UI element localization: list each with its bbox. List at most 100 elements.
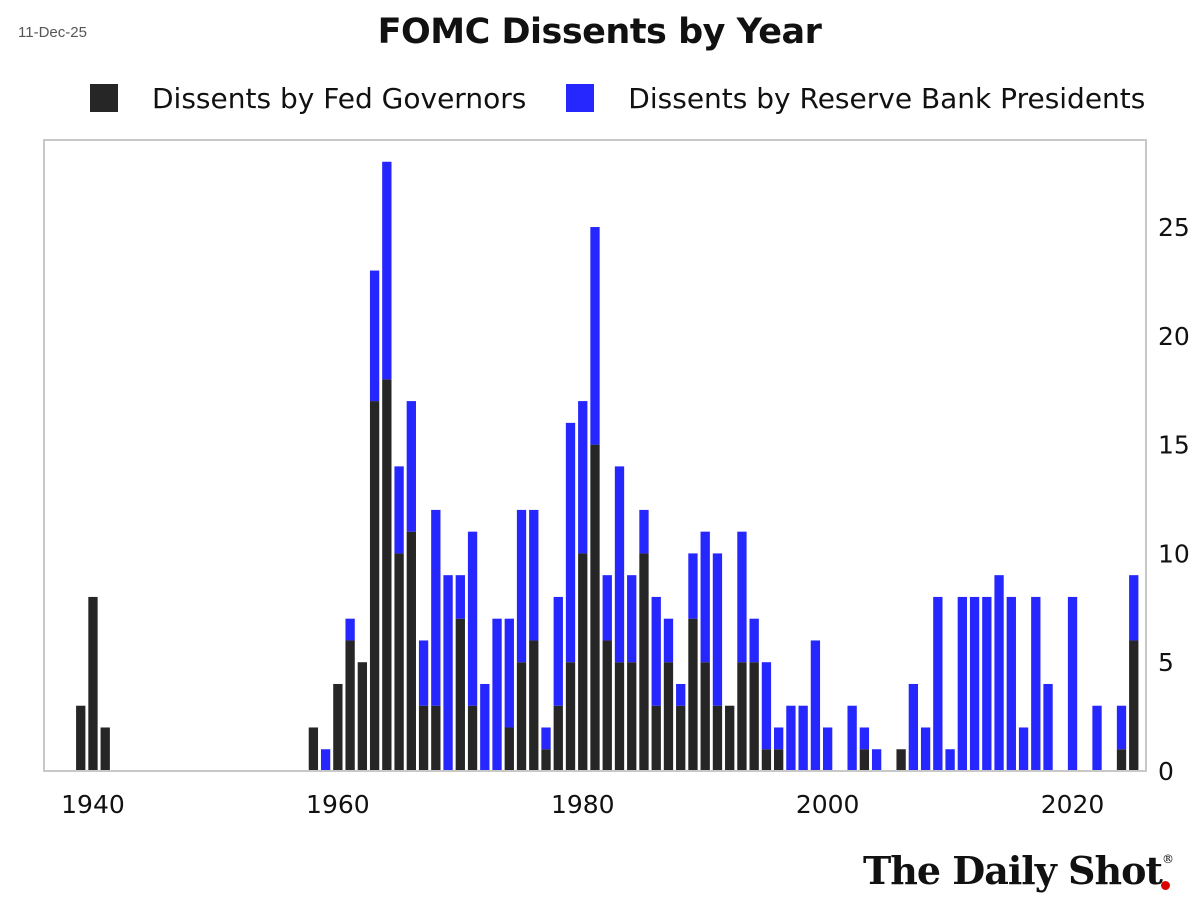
bar-governors-1993 <box>737 662 747 771</box>
bar-presidents-1963 <box>369 270 380 402</box>
x-tick-label-1980: 1980 <box>551 790 615 819</box>
bar-presidents-2000 <box>822 727 833 771</box>
bar-presidents-2007 <box>908 683 919 771</box>
bar-presidents-1999 <box>810 640 821 771</box>
bar-presidents-1983 <box>614 466 625 663</box>
bar-governors-1980 <box>578 553 588 771</box>
bar-governors-1987 <box>663 662 674 771</box>
bar-presidents-1995 <box>761 662 772 750</box>
bar-presidents-2011 <box>957 596 967 771</box>
bar-presidents-2008 <box>920 727 931 771</box>
x-tick-label-1960: 1960 <box>306 790 370 819</box>
bar-governors-1966 <box>406 531 416 771</box>
bar-presidents-2024 <box>1116 705 1127 750</box>
bar-governors-1974 <box>504 727 514 771</box>
bar-presidents-2025 <box>1129 575 1139 641</box>
bar-presidents-1989 <box>688 553 698 619</box>
bar-presidents-1970 <box>455 575 465 619</box>
bar-presidents-2022 <box>1092 705 1102 771</box>
bar-presidents-2010 <box>945 749 955 771</box>
x-tick-label-2020: 2020 <box>1041 790 1105 819</box>
bar-presidents-2012 <box>969 596 980 771</box>
bar-presidents-2002 <box>847 705 857 771</box>
bar-governors-1982 <box>602 640 612 771</box>
bar-presidents-1966 <box>406 401 416 532</box>
bar-presidents-1969 <box>443 575 453 771</box>
bar-governors-1964 <box>382 379 392 771</box>
bar-governors-1977 <box>541 749 551 771</box>
legend-swatch-governors <box>90 84 118 112</box>
x-tick-label-2000: 2000 <box>796 790 860 819</box>
legend: Dissents by Fed Governors Dissents by Re… <box>90 78 1185 118</box>
bar-presidents-1997 <box>786 705 796 771</box>
bar-presidents-1991 <box>712 553 723 706</box>
bar-governors-1939 <box>76 705 86 771</box>
bar-presidents-1968 <box>431 509 441 706</box>
bar-governors-2025 <box>1129 640 1139 771</box>
bar-governors-1981 <box>590 444 600 771</box>
bar-presidents-1973 <box>492 618 502 771</box>
bar-presidents-1988 <box>676 683 686 706</box>
legend-item-governors[interactable]: Dissents by Fed Governors <box>90 82 526 115</box>
bar-presidents-2020 <box>1067 596 1078 771</box>
bar-governors-1963 <box>369 401 380 771</box>
logo-text: The Daily Shot <box>862 848 1163 893</box>
bar-presidents-1971 <box>467 531 478 706</box>
bar-governors-1961 <box>345 640 355 771</box>
chart-title: FOMC Dissents by Year <box>377 12 822 52</box>
bar-presidents-2013 <box>982 596 992 771</box>
bar-presidents-1986 <box>651 596 661 706</box>
bar-presidents-1961 <box>345 618 355 641</box>
bar-governors-1962 <box>357 662 368 771</box>
bar-presidents-2009 <box>933 596 943 771</box>
bar-governors-1979 <box>565 662 576 771</box>
bar-presidents-1993 <box>737 531 747 663</box>
bar-governors-1941 <box>100 727 110 771</box>
bar-governors-1960 <box>333 683 343 771</box>
bar-presidents-1996 <box>774 727 784 750</box>
bar-presidents-1974 <box>504 618 514 728</box>
bar-governors-1978 <box>553 705 563 771</box>
bar-governors-1989 <box>688 618 698 771</box>
bar-governors-1965 <box>394 553 404 771</box>
bar-presidents-1976 <box>529 509 539 641</box>
bar-presidents-1975 <box>516 509 527 663</box>
bar-governors-1994 <box>749 662 759 771</box>
y-tick-label-10: 10 <box>1158 539 1190 568</box>
bar-governors-1967 <box>418 705 429 771</box>
chart-area: 0 5 10 15 20 25 1940 1960 1980 2000 2020 <box>43 139 1190 819</box>
bar-governors-1970 <box>455 618 465 771</box>
y-axis: 0 5 10 15 20 25 <box>1158 213 1190 786</box>
bar-presidents-1972 <box>480 683 490 771</box>
bar-presidents-1967 <box>418 640 429 706</box>
bar-presidents-1979 <box>565 422 576 663</box>
bar-governors-1992 <box>725 705 735 771</box>
logo-dot <box>1161 881 1170 890</box>
legend-item-presidents[interactable]: Dissents by Reserve Bank Presidents <box>566 82 1145 115</box>
x-axis: 1940 1960 1980 2000 2020 <box>61 790 1104 819</box>
bar-presidents-1982 <box>602 575 612 641</box>
bar-governors-1985 <box>639 553 649 771</box>
bar-presidents-1987 <box>663 618 674 663</box>
registered-mark: ® <box>1162 852 1174 866</box>
bar-governors-1996 <box>774 749 784 771</box>
bar-governors-1958 <box>308 727 319 771</box>
bar-presidents-1981 <box>590 227 600 445</box>
bar-governors-1976 <box>529 640 539 771</box>
bar-presidents-1977 <box>541 727 551 750</box>
bar-presidents-1965 <box>394 466 404 554</box>
bar-presidents-2016 <box>1018 727 1029 771</box>
bar-presidents-2015 <box>1006 596 1016 771</box>
bar-governors-1986 <box>651 705 661 771</box>
legend-label-presidents: Dissents by Reserve Bank Presidents <box>628 81 1146 115</box>
y-tick-label-20: 20 <box>1158 322 1190 351</box>
bar-governors-2003 <box>859 749 870 771</box>
legend-swatch-presidents <box>566 84 595 112</box>
plot-frame <box>43 139 1147 772</box>
x-tick-label-1940: 1940 <box>61 790 125 819</box>
bar-presidents-2004 <box>871 749 882 771</box>
bar-presidents-1964 <box>382 161 392 380</box>
date-stamp: 11-Dec-25 <box>18 24 87 41</box>
bar-governors-2024 <box>1116 749 1127 771</box>
bar-presidents-1985 <box>639 509 649 554</box>
